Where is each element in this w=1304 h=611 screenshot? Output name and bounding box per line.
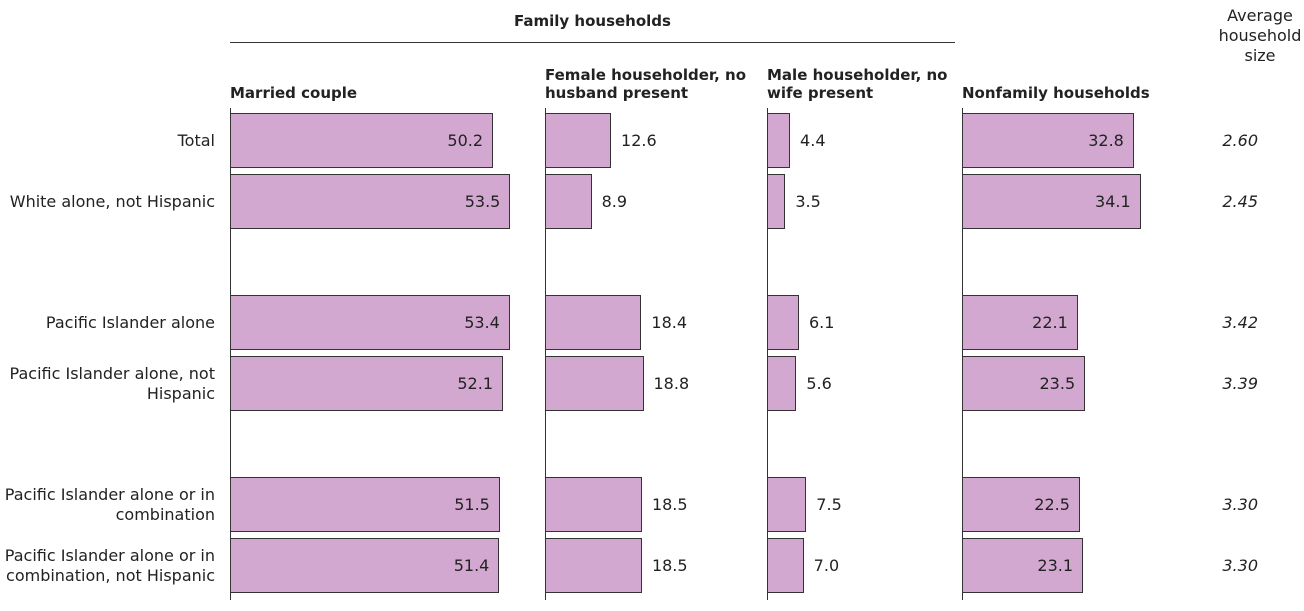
avg-size: 3.42 (1222, 313, 1258, 332)
bar (545, 477, 642, 532)
panel-axis (545, 108, 546, 600)
bar (962, 295, 1078, 350)
bar (962, 356, 1086, 411)
avg-size: 2.60 (1222, 131, 1258, 150)
value-label: 3.5 (795, 192, 821, 211)
value-label: 22.5 (1034, 495, 1070, 514)
bar (230, 538, 500, 593)
value-label: 12.6 (621, 131, 657, 150)
value-label: 5.6 (806, 374, 832, 393)
bar (962, 477, 1080, 532)
bar (230, 356, 503, 411)
panel-axis (230, 108, 231, 600)
avg-size: 3.39 (1222, 374, 1258, 393)
avg-size: 3.30 (1222, 495, 1258, 514)
category-label: Pacific Islander alone, not Hispanic (9, 363, 215, 403)
bar (230, 477, 500, 532)
bar (962, 113, 1134, 168)
value-label: 52.1 (457, 374, 493, 393)
value-label: 8.9 (601, 192, 628, 211)
bar (545, 174, 592, 229)
value-label: 51.5 (454, 495, 490, 514)
value-label: 4.4 (800, 131, 826, 150)
bar (767, 295, 799, 350)
category-label: Pacific Islander alone or in combination… (4, 545, 215, 585)
bar (545, 113, 612, 168)
bar (230, 174, 511, 229)
bar (545, 538, 642, 593)
category-label: Pacific Islander alone or in combination (4, 484, 215, 524)
series-header: Married couple (230, 84, 358, 102)
value-label: 53.4 (464, 313, 500, 332)
value-label: 7.0 (813, 556, 840, 575)
bar (545, 295, 642, 350)
bar (767, 477, 807, 532)
panel-axis (962, 108, 963, 600)
bar (767, 538, 804, 593)
category-label: Total (177, 130, 215, 150)
category-label: White alone, not Hispanic (9, 191, 215, 211)
value-label: 18.4 (651, 313, 688, 332)
series-header: Female householder, no husband present (545, 66, 746, 102)
bar (767, 113, 791, 168)
value-label: 34.1 (1095, 192, 1131, 211)
value-label: 51.4 (453, 556, 490, 575)
panel-axis (767, 108, 768, 600)
value-label: 50.2 (447, 131, 484, 150)
bar (767, 356, 797, 411)
bar (230, 295, 510, 350)
value-label: 23.5 (1039, 374, 1076, 393)
value-label: 18.8 (653, 374, 690, 393)
value-label: 23.1 (1037, 556, 1074, 575)
series-header: Male householder, no wife present (767, 66, 948, 102)
bar (962, 174, 1141, 229)
group-rule (230, 42, 955, 43)
value-label: 53.5 (464, 192, 501, 211)
value-label: 18.5 (651, 495, 688, 514)
value-label: 22.1 (1032, 313, 1068, 332)
value-label: 6.1 (808, 313, 835, 332)
bar (767, 174, 786, 229)
value-label: 32.8 (1088, 131, 1124, 150)
avg-size: 2.45 (1222, 192, 1258, 211)
bar (230, 113, 494, 168)
bar (545, 356, 644, 411)
group-title: Family households (514, 12, 671, 30)
bar (962, 538, 1084, 593)
value-label: 18.5 (651, 556, 688, 575)
avg-header: Average household size (1218, 6, 1302, 65)
category-label: Pacific Islander alone (45, 312, 215, 332)
series-header: Nonfamily households (962, 84, 1150, 102)
avg-size: 3.30 (1222, 556, 1258, 575)
value-label: 7.5 (816, 495, 842, 514)
